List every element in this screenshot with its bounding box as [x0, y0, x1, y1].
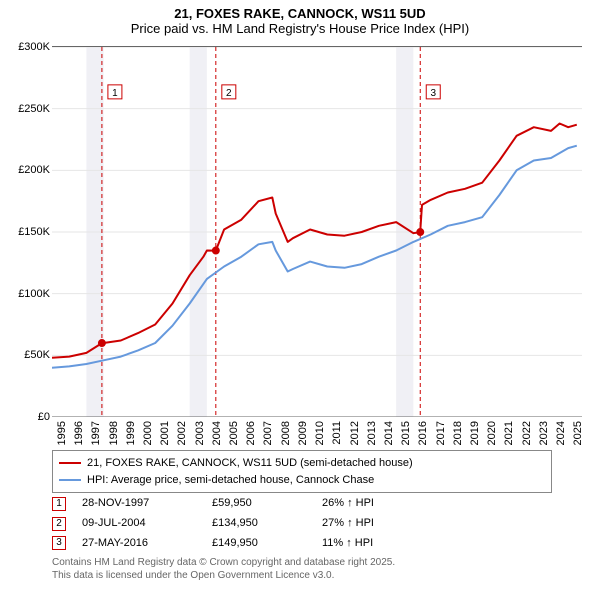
svg-text:1: 1	[112, 88, 118, 99]
x-axis-label: 2021	[503, 421, 515, 445]
x-axis-label: 2017	[435, 421, 447, 445]
legend-swatch	[59, 462, 81, 464]
x-axis-label: 1996	[73, 421, 85, 445]
svg-text:3: 3	[430, 88, 436, 99]
legend-swatch	[59, 479, 81, 481]
event-hpi: 27% ↑ HPI	[322, 514, 374, 534]
chart-container: 21, FOXES RAKE, CANNOCK, WS11 5UD Price …	[0, 0, 600, 590]
event-row: 3 27-MAY-2016£149,95011% ↑ HPI	[52, 534, 562, 554]
event-row: 1 28-NOV-1997£59,95026% ↑ HPI	[52, 494, 562, 514]
event-hpi: 11% ↑ HPI	[322, 534, 373, 554]
x-axis-label: 2012	[349, 421, 361, 445]
x-axis-label: 2007	[262, 421, 274, 445]
x-axis-label: 2011	[331, 421, 343, 445]
legend-item: HPI: Average price, semi-detached house,…	[59, 472, 545, 489]
title-address: 21, FOXES RAKE, CANNOCK, WS11 5UD	[0, 6, 600, 21]
event-price: £134,950	[212, 514, 322, 534]
y-axis-label: £150K	[6, 226, 50, 238]
x-axis-label: 2005	[228, 421, 240, 445]
x-axis-label: 2004	[211, 421, 223, 445]
legend-label: HPI: Average price, semi-detached house,…	[87, 472, 374, 489]
event-date: 27-MAY-2016	[82, 534, 212, 554]
x-axis-label: 2009	[297, 421, 309, 445]
event-marker-box: 3	[52, 536, 66, 550]
footer-attribution: Contains HM Land Registry data © Crown c…	[52, 556, 572, 582]
x-axis-label: 2003	[194, 421, 206, 445]
event-price: £59,950	[212, 494, 322, 514]
event-hpi: 26% ↑ HPI	[322, 494, 374, 514]
x-axis-label: 2018	[452, 421, 464, 445]
x-axis-label: 2001	[159, 421, 171, 445]
x-axis-label: 2014	[383, 421, 395, 445]
x-axis-label: 2025	[572, 421, 584, 445]
event-date: 09-JUL-2004	[82, 514, 212, 534]
x-axis-label: 2008	[280, 421, 292, 445]
x-axis-label: 2023	[538, 421, 550, 445]
x-axis-label: 1997	[90, 421, 102, 445]
events-table: 1 28-NOV-1997£59,95026% ↑ HPI 2 09-JUL-2004…	[52, 494, 562, 553]
x-axis-label: 2019	[469, 421, 481, 445]
x-axis-label: 2015	[400, 421, 412, 445]
x-axis-label: 2024	[555, 421, 567, 445]
y-axis-label: £200K	[6, 164, 50, 176]
x-axis-label: 1999	[125, 421, 137, 445]
y-axis-label: £0	[6, 411, 50, 423]
y-axis-label: £100K	[6, 288, 50, 300]
x-axis-label: 2020	[486, 421, 498, 445]
title-block: 21, FOXES RAKE, CANNOCK, WS11 5UD Price …	[0, 0, 600, 38]
x-axis-label: 2002	[176, 421, 188, 445]
footer-line-1: Contains HM Land Registry data © Crown c…	[52, 556, 572, 569]
x-axis-label: 2016	[417, 421, 429, 445]
event-marker-box: 1	[52, 497, 66, 511]
legend-item: 21, FOXES RAKE, CANNOCK, WS11 5UD (semi-…	[59, 455, 545, 472]
x-axis-label: 2010	[314, 421, 326, 445]
footer-line-2: This data is licensed under the Open Gov…	[52, 569, 572, 582]
x-axis-label: 2022	[521, 421, 533, 445]
legend-label: 21, FOXES RAKE, CANNOCK, WS11 5UD (semi-…	[87, 455, 413, 472]
event-date: 28-NOV-1997	[82, 494, 212, 514]
svg-text:2: 2	[226, 88, 232, 99]
x-axis-label: 1998	[108, 421, 120, 445]
chart-svg: 1 2 3	[52, 47, 582, 417]
title-subtitle: Price paid vs. HM Land Registry's House …	[0, 21, 600, 36]
x-axis-label: 1995	[56, 421, 68, 445]
event-price: £149,950	[212, 534, 322, 554]
y-axis-label: £300K	[6, 41, 50, 53]
y-axis-label: £250K	[6, 103, 50, 115]
x-axis-label: 2013	[366, 421, 378, 445]
x-axis-label: 2006	[245, 421, 257, 445]
event-row: 2 09-JUL-2004£134,95027% ↑ HPI	[52, 514, 562, 534]
event-marker-box: 2	[52, 517, 66, 531]
x-axis-label: 2000	[142, 421, 154, 445]
legend-box: 21, FOXES RAKE, CANNOCK, WS11 5UD (semi-…	[52, 450, 552, 493]
chart-area: 123 £0£50K£100K£150K£200K£250K£300K19951…	[52, 46, 582, 416]
y-axis-label: £50K	[6, 349, 50, 361]
